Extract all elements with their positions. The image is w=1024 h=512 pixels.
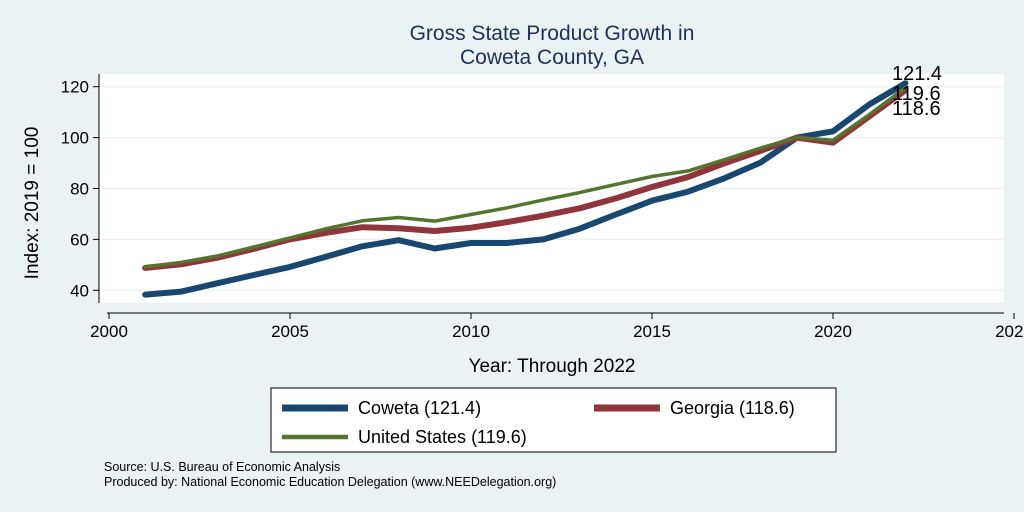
chart-title-line: Gross State Product Growth in (410, 22, 695, 45)
x-tick-label: 2025 (995, 322, 1024, 341)
x-tick-label: 2000 (90, 322, 128, 341)
x-tick-label: 2015 (633, 322, 671, 341)
x-tick-label: 2020 (814, 322, 852, 341)
y-tick-label: 60 (70, 230, 89, 249)
legend-label: Coweta (121.4) (358, 398, 481, 418)
legend-box (270, 387, 837, 453)
end-label: 118.6 (892, 98, 941, 120)
end-label: 121.4 (892, 63, 942, 85)
legend: Coweta (121.4) Georgia (118.6) United Stat… (270, 387, 837, 453)
y-tick-label: 40 (70, 281, 89, 300)
legend-label: United States (119.6) (358, 427, 527, 447)
x-tick-label: 2010 (452, 322, 490, 341)
series-line-coweta (142, 80, 909, 298)
axes: 40 60 80 100 120 2000 2005 2010 2015 2020 2025 (61, 74, 1024, 341)
source-note: Source: U.S. Bureau of Economic Analysis (104, 460, 341, 474)
y-tick-label: 80 (70, 180, 89, 199)
chart-title-line: Coweta County, GA (460, 46, 644, 69)
x-tick-label: 2005 (271, 322, 309, 341)
end-label: 119.6 (892, 83, 941, 105)
produced-by-note: Produced by: National Economic Education… (104, 475, 557, 489)
legend-label: Georgia (118.6) (670, 398, 795, 418)
y-axis-label: Index: 2019 = 100 (22, 127, 43, 280)
y-tick-label: 120 (61, 78, 89, 97)
x-axis-label: Year: Through 2022 (469, 356, 636, 377)
series-lines (142, 80, 909, 298)
series-line-united-states (143, 85, 908, 269)
y-tick-label: 100 (61, 129, 89, 148)
